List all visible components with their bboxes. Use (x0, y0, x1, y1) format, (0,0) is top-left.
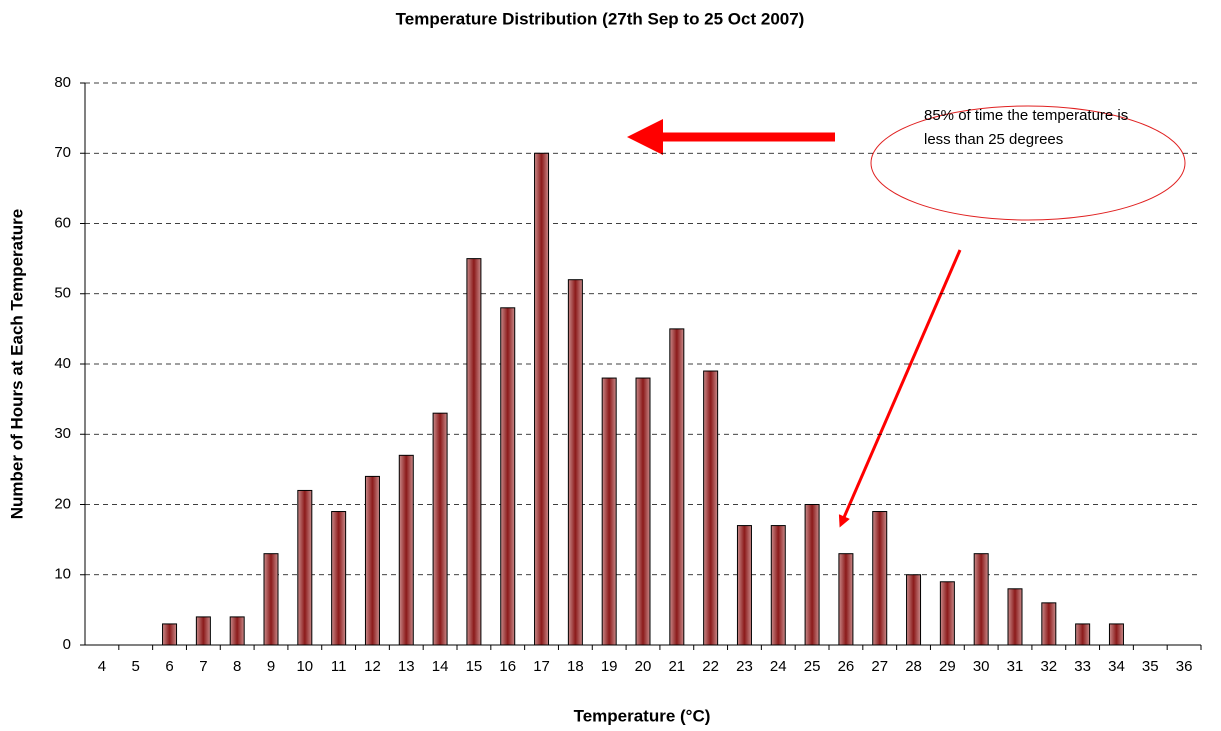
bar (1007, 588, 1023, 646)
x-tick-label: 20 (635, 658, 652, 675)
x-tick-label: 10 (296, 658, 313, 675)
annotation-box: 85% of time the temperature is less than… (924, 107, 1129, 148)
x-tick-label: 7 (199, 658, 207, 675)
bar (770, 525, 786, 646)
x-tick-label: 18 (567, 658, 584, 675)
x-tick-label: 24 (770, 658, 787, 675)
x-tick-label: 19 (601, 658, 618, 675)
bar (162, 623, 178, 646)
y-tick-label: 40 (54, 355, 71, 372)
x-tick-label: 33 (1074, 658, 1091, 675)
bar (500, 307, 516, 646)
bar (736, 525, 752, 646)
x-tick-label: 16 (499, 658, 516, 675)
bar (838, 553, 854, 646)
chart-title: Temperature Distribution (27th Sep to 25… (396, 9, 805, 28)
bar (601, 377, 617, 646)
x-tick-label: 15 (466, 658, 483, 675)
bar (939, 581, 955, 646)
bar (804, 504, 820, 646)
y-axis-label: Number of Hours at Each Temperature (7, 209, 26, 519)
y-tick-label: 30 (54, 425, 71, 442)
x-tick-label: 9 (267, 658, 275, 675)
x-tick-label: 14 (432, 658, 449, 675)
x-tick-label: 12 (364, 658, 381, 675)
x-tick-label: 6 (165, 658, 173, 675)
x-tick-label: 35 (1142, 658, 1159, 675)
y-tick-label: 50 (54, 285, 71, 302)
y-tick-label: 60 (54, 214, 71, 231)
bar (906, 574, 922, 646)
x-tick-label: 5 (132, 658, 140, 675)
x-tick-label: 22 (702, 658, 719, 675)
bar (432, 412, 448, 646)
bar (331, 511, 347, 646)
bar (872, 511, 888, 646)
y-tick-label: 80 (54, 74, 71, 91)
bar (398, 454, 414, 646)
arrow (838, 249, 962, 528)
y-tick-label: 20 (54, 495, 71, 512)
bar (1075, 623, 1091, 646)
x-tick-label: 11 (331, 658, 347, 675)
y-tick-label: 10 (54, 566, 71, 583)
bar (364, 475, 380, 646)
bar (229, 616, 245, 646)
x-tick-label: 8 (233, 658, 241, 675)
bar (534, 152, 550, 646)
x-tick-label: 4 (98, 658, 106, 675)
bar (466, 258, 482, 646)
bar (1108, 623, 1124, 646)
x-tick-label: 29 (939, 658, 956, 675)
bar (973, 553, 989, 646)
y-tick-label: 0 (63, 636, 71, 653)
x-tick-label: 30 (973, 658, 990, 675)
x-tick-label: 17 (533, 658, 550, 675)
x-axis-label: Temperature (°C) (574, 706, 711, 725)
bar (669, 328, 685, 646)
x-tick-label: 23 (736, 658, 753, 675)
bar (195, 616, 211, 646)
bar (297, 489, 313, 646)
bar (1041, 602, 1057, 646)
x-tick-label: 13 (398, 658, 415, 675)
x-tick-label: 34 (1108, 658, 1125, 675)
x-tick-label: 27 (871, 658, 888, 675)
annotation-ellipse (870, 105, 1186, 221)
x-tick-label: 32 (1040, 658, 1057, 675)
annotation: 85% of time the temperature is less than… (924, 107, 1129, 148)
bar (703, 370, 719, 646)
x-tick-label: 21 (668, 658, 685, 675)
bar (635, 377, 651, 646)
bar (567, 279, 583, 646)
x-tick-label: 36 (1176, 658, 1193, 675)
y-tick-label: 70 (54, 144, 71, 161)
x-tick-label: 28 (905, 658, 922, 675)
x-tick-label: 31 (1007, 658, 1024, 675)
bar (263, 553, 279, 646)
x-tick-label: 26 (838, 658, 855, 675)
x-tick-label: 25 (804, 658, 821, 675)
